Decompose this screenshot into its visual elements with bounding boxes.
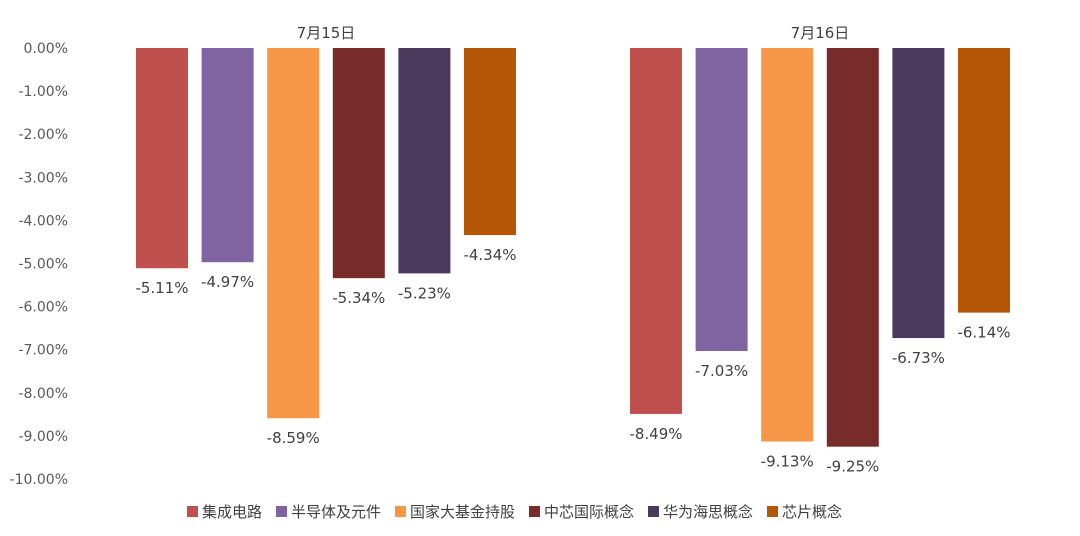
- bar: [332, 48, 385, 279]
- y-tick-label: -5.00%: [18, 257, 68, 273]
- legend-swatch: [529, 506, 540, 517]
- y-tick-label: -6.00%: [18, 300, 68, 316]
- bar: [398, 48, 451, 274]
- data-labels: -5.11% -4.97% -8.59% -5.34% -5.23% -4.34% -8.4…: [135, 246, 1010, 476]
- bar: [630, 48, 682, 414]
- data-label: -9.25%: [826, 458, 879, 476]
- data-label: -8.59%: [267, 429, 320, 447]
- data-label: -4.34%: [463, 246, 516, 264]
- y-tick-label: -4.00%: [18, 213, 68, 229]
- legend-swatch: [648, 506, 659, 517]
- data-label: -4.97%: [201, 273, 254, 291]
- data-label: -6.73%: [892, 349, 945, 367]
- data-label: -5.23%: [398, 284, 451, 302]
- legend-swatch: [767, 506, 778, 517]
- data-label: -7.03%: [695, 362, 748, 380]
- bar: [464, 48, 516, 236]
- y-tick-label: -2.00%: [18, 127, 68, 143]
- bar: [958, 48, 1010, 313]
- legend: 集成电路 半导体及元件 国家大基金持股 中芯国际概念 华为海思概念 芯片概念: [187, 503, 842, 521]
- legend-swatch: [187, 506, 198, 517]
- legend-label: 国家大基金持股: [410, 503, 515, 521]
- legend-label: 芯片概念: [782, 503, 842, 521]
- data-label: -6.14%: [957, 324, 1010, 342]
- bars: [136, 48, 1010, 447]
- category-label: 7月16日: [791, 24, 850, 42]
- y-axis: 0.00% -1.00% -2.00% -3.00% -4.00% -5.00% -6.00…: [10, 41, 68, 488]
- bar: [136, 48, 188, 269]
- bar: [892, 48, 945, 339]
- bar: [695, 48, 748, 351]
- legend-label: 半导体及元件: [291, 503, 381, 521]
- bar: [826, 48, 879, 447]
- data-label: -9.13%: [761, 453, 814, 471]
- bar: [267, 48, 320, 419]
- y-tick-label: 0.00%: [24, 41, 68, 57]
- data-label: -5.11%: [135, 279, 188, 297]
- legend-label: 华为海思概念: [663, 503, 753, 521]
- bar: [201, 48, 254, 263]
- legend-label: 集成电路: [202, 503, 262, 521]
- data-label: -8.49%: [629, 425, 682, 443]
- legend-label: 中芯国际概念: [544, 503, 634, 521]
- y-tick-label: -10.00%: [10, 472, 68, 488]
- y-tick-label: -8.00%: [18, 386, 68, 402]
- legend-swatch: [395, 506, 406, 517]
- y-tick-label: -3.00%: [18, 170, 68, 186]
- bar: [761, 48, 814, 442]
- legend-swatch: [276, 506, 287, 517]
- y-tick-label: -1.00%: [18, 84, 68, 100]
- y-tick-label: -7.00%: [18, 343, 68, 359]
- y-tick-label: -9.00%: [18, 429, 68, 445]
- category-labels: 7月15日 7月16日: [297, 24, 850, 42]
- category-label: 7月15日: [297, 24, 356, 42]
- data-label: -5.34%: [332, 289, 385, 307]
